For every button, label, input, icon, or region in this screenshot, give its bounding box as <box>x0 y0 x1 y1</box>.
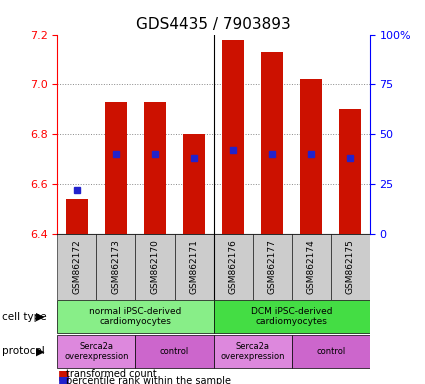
Bar <box>96 234 136 300</box>
Text: ■: ■ <box>57 374 69 384</box>
Text: ▶: ▶ <box>36 312 45 322</box>
Bar <box>183 134 205 234</box>
Bar <box>213 335 292 368</box>
Text: GSM862171: GSM862171 <box>190 240 198 295</box>
Bar <box>136 234 175 300</box>
Text: ▶: ▶ <box>36 346 45 356</box>
Text: Serca2a
overexpression: Serca2a overexpression <box>220 342 285 361</box>
Title: GDS4435 / 7903893: GDS4435 / 7903893 <box>136 17 291 32</box>
Text: control: control <box>160 347 189 356</box>
Text: percentile rank within the sample: percentile rank within the sample <box>66 376 231 384</box>
Bar <box>105 102 127 234</box>
Text: Serca2a
overexpression: Serca2a overexpression <box>64 342 129 361</box>
Text: GSM862176: GSM862176 <box>229 240 238 295</box>
Text: protocol: protocol <box>2 346 45 356</box>
Bar <box>57 335 136 368</box>
Text: control: control <box>316 347 346 356</box>
Bar <box>66 199 88 234</box>
Text: ■: ■ <box>57 368 69 381</box>
Text: GSM862175: GSM862175 <box>346 240 355 295</box>
Bar <box>222 40 244 234</box>
Text: GSM862173: GSM862173 <box>111 240 120 295</box>
Bar <box>292 335 370 368</box>
Bar <box>136 335 213 368</box>
Bar <box>57 300 213 333</box>
Text: transformed count: transformed count <box>66 369 157 379</box>
Bar <box>175 234 213 300</box>
Bar <box>331 234 370 300</box>
Bar <box>213 234 252 300</box>
Text: GSM862170: GSM862170 <box>150 240 159 295</box>
Bar <box>252 234 292 300</box>
Text: normal iPSC-derived
cardiomyocytes: normal iPSC-derived cardiomyocytes <box>89 307 181 326</box>
Text: GSM862174: GSM862174 <box>307 240 316 294</box>
Bar <box>292 234 331 300</box>
Text: DCM iPSC-derived
cardiomyocytes: DCM iPSC-derived cardiomyocytes <box>251 307 332 326</box>
Bar <box>340 109 361 234</box>
Text: GSM862172: GSM862172 <box>72 240 82 294</box>
Bar <box>261 52 283 234</box>
Bar <box>57 234 96 300</box>
Text: cell type: cell type <box>2 312 47 322</box>
Bar <box>213 300 370 333</box>
Bar <box>144 102 166 234</box>
Bar <box>300 79 322 234</box>
Text: GSM862177: GSM862177 <box>268 240 277 295</box>
